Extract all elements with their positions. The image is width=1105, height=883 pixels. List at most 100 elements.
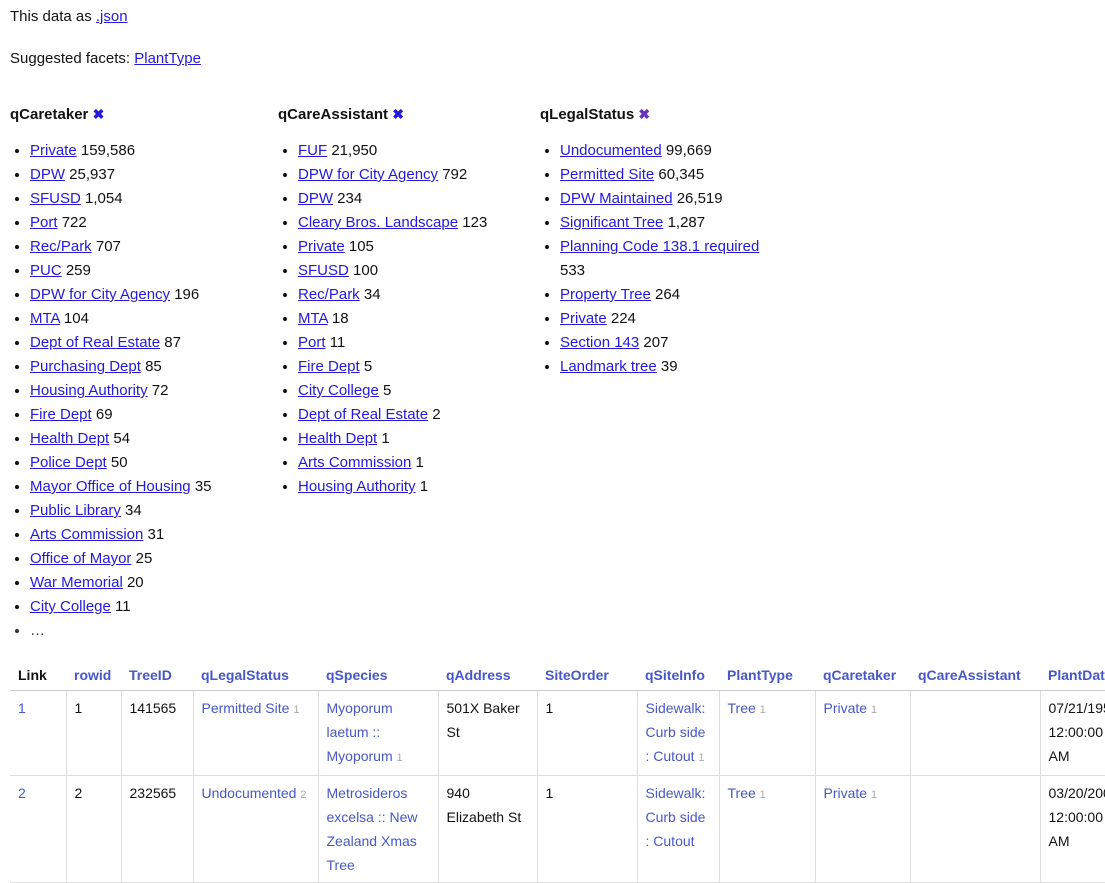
facet-value-link[interactable]: PUC <box>30 262 62 279</box>
facet-value-link[interactable]: MTA <box>30 310 60 327</box>
facet-value-link[interactable]: Fire Dept <box>30 406 92 423</box>
facet-value-count: 792 <box>442 166 467 183</box>
facet-value-link[interactable]: Cleary Bros. Landscape <box>298 214 458 231</box>
column-sort-link[interactable]: TreeID <box>129 667 172 683</box>
column-sort-link[interactable]: PlantType <box>727 667 793 683</box>
facet-value-count: 26,519 <box>677 190 723 207</box>
facet-value-item: Private 159,586 <box>30 139 278 163</box>
facet-value-item: DPW for City Agency 792 <box>298 163 540 187</box>
cell-link[interactable]: 1 <box>18 700 26 716</box>
facet-value-link[interactable]: SFUSD <box>298 262 349 279</box>
cell-link[interactable]: Sidewalk: Curb side : Cutout <box>646 785 706 849</box>
column-sort-link[interactable]: qAddress <box>446 667 511 683</box>
facet-value-link[interactable]: Arts Commission <box>30 526 143 543</box>
facet-value-link[interactable]: Housing Authority <box>30 382 148 399</box>
facet-value-link[interactable]: Mayor Office of Housing <box>30 478 191 495</box>
facet-value-link[interactable]: DPW for City Agency <box>298 166 438 183</box>
facet-value-link[interactable]: Private <box>30 142 77 159</box>
facet-value-link[interactable]: Police Dept <box>30 454 107 471</box>
json-export-link[interactable]: .json <box>96 8 128 25</box>
cell-text: 940 Elizabeth St <box>447 785 522 825</box>
facet-value-item: Housing Authority 1 <box>298 475 540 499</box>
facet-value-link[interactable]: Private <box>560 310 607 327</box>
cell-text: 501X Baker St <box>447 700 520 740</box>
facet-clear-icon[interactable]: ✖ <box>392 106 404 122</box>
facet-value-link[interactable]: Dept of Real Estate <box>30 334 160 351</box>
facet-value-link[interactable]: Office of Mayor <box>30 550 131 567</box>
facet-value-link[interactable]: Permitted Site <box>560 166 654 183</box>
facet-value-link[interactable]: Landmark tree <box>560 358 657 375</box>
facet-value-link[interactable]: Planning Code 138.1 required <box>560 238 759 255</box>
suggested-facet-link-planttype[interactable]: PlantType <box>134 50 201 67</box>
facet-value-link[interactable]: DPW for City Agency <box>30 286 170 303</box>
facet-value-link[interactable]: MTA <box>298 310 328 327</box>
column-sort-link[interactable]: qSpecies <box>326 667 387 683</box>
export-line-text: This data as <box>10 8 96 25</box>
facet-results: qCaretaker ✖Private 159,586DPW 25,937SFU… <box>10 106 1105 643</box>
facet-value-link[interactable]: Property Tree <box>560 286 651 303</box>
cell-link[interactable]: Permitted Site <box>202 700 290 716</box>
facet-value-item: Rec/Park 707 <box>30 235 278 259</box>
cell-link[interactable]: Private <box>824 785 868 801</box>
facet-value-item: PUC 259 <box>30 259 278 283</box>
facet-value-link[interactable]: SFUSD <box>30 190 81 207</box>
cell-link[interactable]: 2 <box>18 785 26 801</box>
facet-value-link[interactable]: Port <box>30 214 58 231</box>
facet-value-link[interactable]: FUF <box>298 142 327 159</box>
facet-value-link[interactable]: Dept of Real Estate <box>298 406 428 423</box>
facet-value-item: Purchasing Dept 85 <box>30 355 278 379</box>
facet-value-link[interactable]: Arts Commission <box>298 454 411 471</box>
facet-value-link[interactable]: City College <box>298 382 379 399</box>
cell-text: 1 <box>75 700 83 716</box>
facet-clear-icon[interactable]: ✖ <box>638 106 650 122</box>
facet-value-item: DPW 25,937 <box>30 163 278 187</box>
facet-value-link[interactable]: Undocumented <box>560 142 662 159</box>
facet-value-link[interactable]: Rec/Park <box>298 286 360 303</box>
facet-value-link[interactable]: Private <box>298 238 345 255</box>
facet-value-count: 1,054 <box>85 190 123 207</box>
facet-value-count: 5 <box>383 382 391 399</box>
column-sort-link[interactable]: PlantDate <box>1048 667 1105 683</box>
facet-value-item: FUF 21,950 <box>298 139 540 163</box>
cell-link[interactable]: Sidewalk: Curb side : Cutout <box>646 700 706 764</box>
cell-link[interactable]: Private <box>824 700 868 716</box>
facet-value-link[interactable]: Health Dept <box>30 430 109 447</box>
facet-value-count: 34 <box>364 286 381 303</box>
facet-value-link[interactable]: Port <box>298 334 326 351</box>
column-sort-link[interactable]: qCareAssistant <box>918 667 1021 683</box>
column-header-rowid: rowid <box>66 664 121 691</box>
cell-link[interactable]: Tree <box>728 700 756 716</box>
facet-value-link[interactable]: DPW <box>298 190 333 207</box>
cell-link[interactable]: Metrosideros excelsa :: New Zealand Xmas… <box>327 785 418 873</box>
cell-link[interactable]: Tree <box>728 785 756 801</box>
column-sort-link[interactable]: SiteOrder <box>545 667 609 683</box>
facet-value-link[interactable]: City College <box>30 598 111 615</box>
facet-value-item: Arts Commission 31 <box>30 523 278 547</box>
facet-value-link[interactable]: Housing Authority <box>298 478 416 495</box>
facet-value-count: 207 <box>643 334 668 351</box>
facet-value-link[interactable]: DPW Maintained <box>560 190 673 207</box>
facet-value-item: DPW for City Agency 196 <box>30 283 278 307</box>
facet-clear-icon[interactable]: ✖ <box>93 106 105 122</box>
facet-value-link[interactable]: Public Library <box>30 502 121 519</box>
facet-value-count: 533 <box>560 262 585 279</box>
facet-value-link[interactable]: Health Dept <box>298 430 377 447</box>
facet-value-link[interactable]: Rec/Park <box>30 238 92 255</box>
facet-value-link[interactable]: Section 143 <box>560 334 639 351</box>
facet-value-link[interactable]: Purchasing Dept <box>30 358 141 375</box>
column-header-TreeID: TreeID <box>121 664 193 691</box>
column-sort-link[interactable]: rowid <box>74 667 111 683</box>
column-sort-link[interactable]: qCaretaker <box>823 667 896 683</box>
facet-value-link[interactable]: Fire Dept <box>298 358 360 375</box>
cell-link[interactable]: Myoporum laetum :: Myoporum <box>327 700 393 764</box>
facet-value-link[interactable]: War Memorial <box>30 574 123 591</box>
facet-value-link[interactable]: DPW <box>30 166 65 183</box>
facet-value-item: DPW Maintained 26,519 <box>560 187 780 211</box>
facet-value-list: FUF 21,950DPW for City Agency 792DPW 234… <box>278 139 540 499</box>
facet-value-item: Significant Tree 1,287 <box>560 211 780 235</box>
cell-link[interactable]: Undocumented <box>202 785 297 801</box>
facet-value-link[interactable]: Significant Tree <box>560 214 663 231</box>
column-sort-link[interactable]: qLegalStatus <box>201 667 289 683</box>
column-sort-link[interactable]: qSiteInfo <box>645 667 705 683</box>
facet-value-item: Section 143 207 <box>560 331 780 355</box>
